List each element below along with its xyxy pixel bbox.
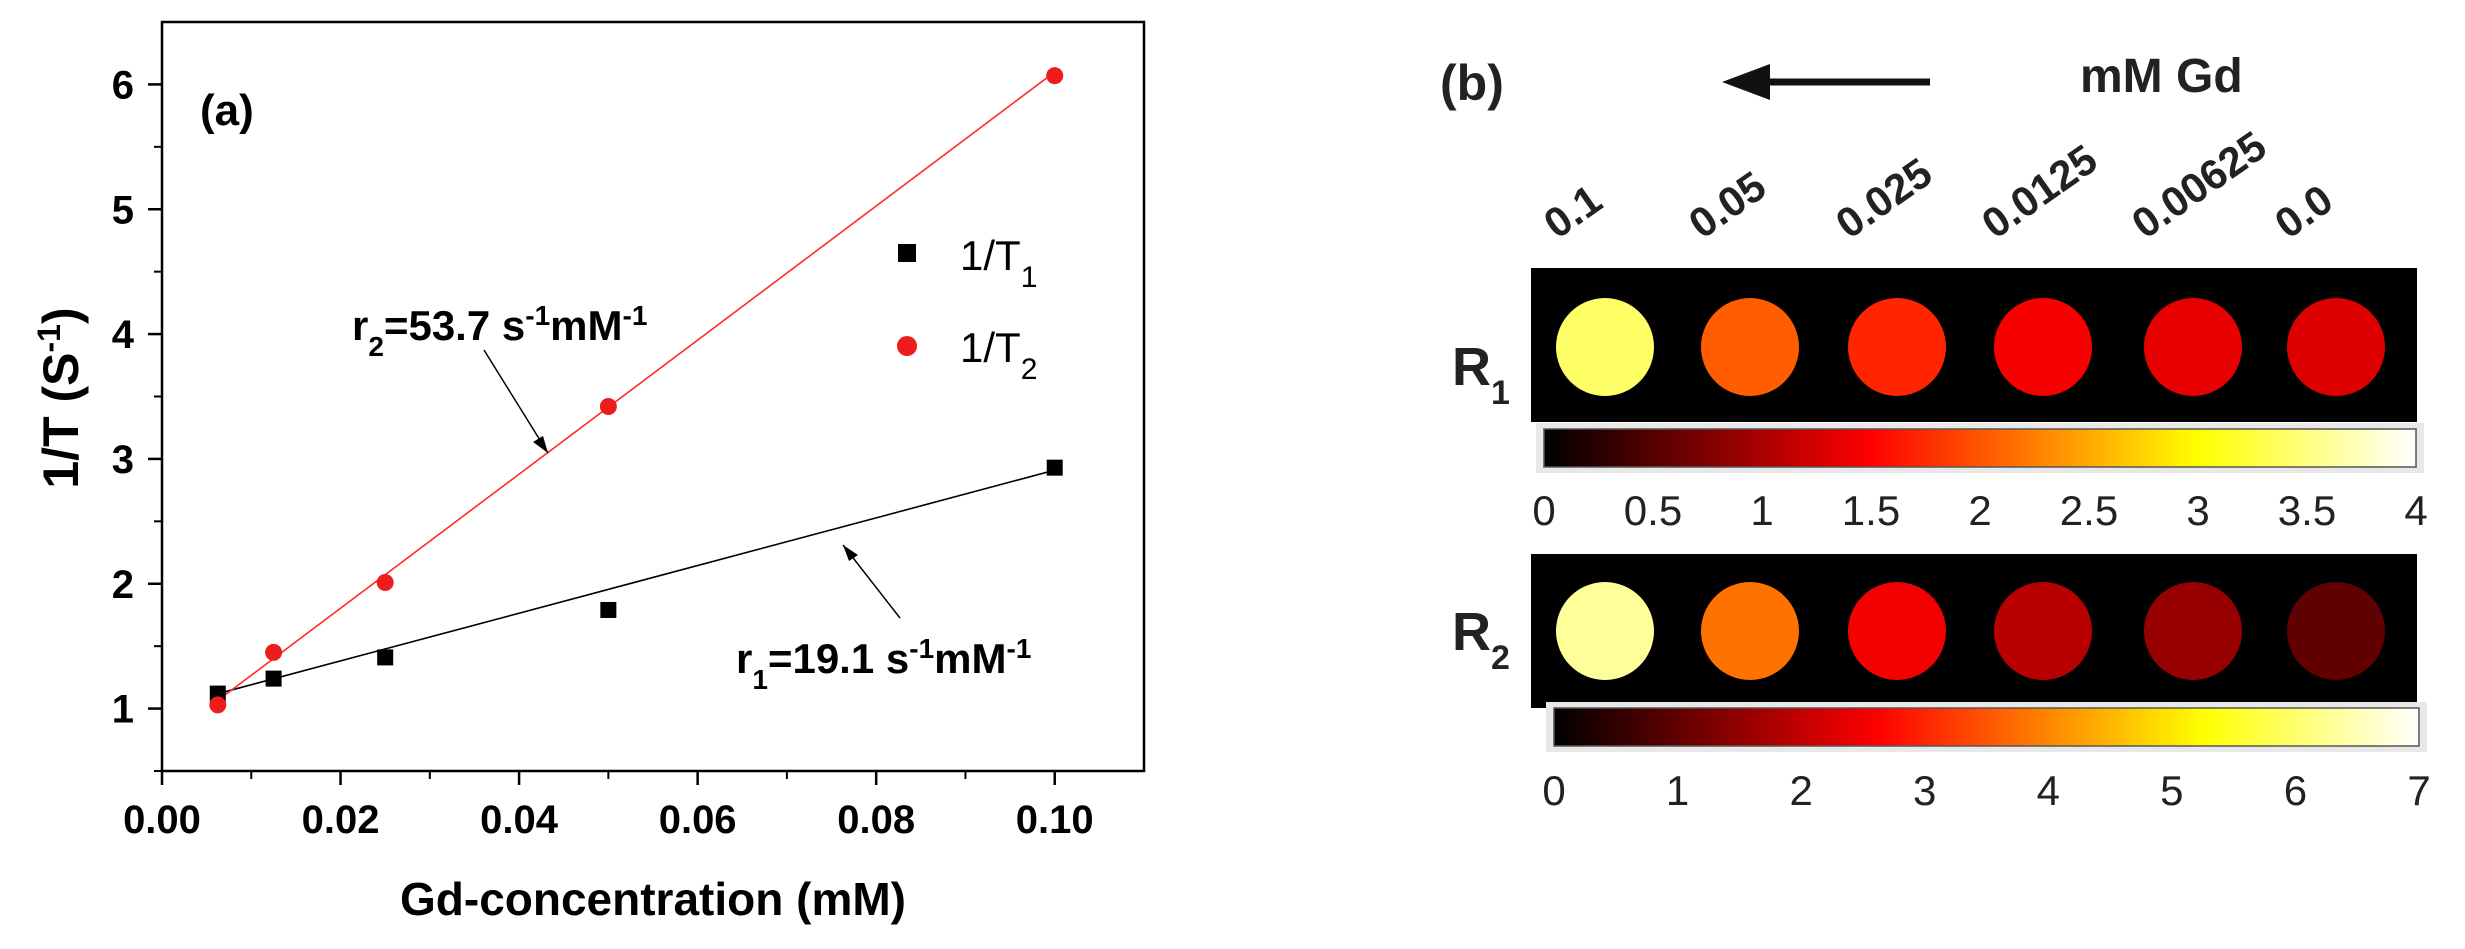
colorbar: [1553, 707, 2420, 747]
legend: 1/T1 1/T2: [897, 232, 1037, 386]
data-point-t2: [209, 696, 227, 714]
data-point-t1: [265, 670, 282, 687]
heatmap-rows: 0 0.5 1 1.5 2 2.5 3 3.5 4 0 1 2 3 4 5 6 7: [1531, 268, 2431, 814]
row-label-r2: R2: [1452, 602, 1510, 677]
annotation-r2-arrow: [483, 349, 549, 454]
phantom-spot: [1701, 582, 1799, 680]
panel-b-label: (b): [1440, 55, 1504, 111]
panel-a-label: (a): [200, 86, 254, 135]
data-point-t1: [600, 601, 617, 618]
colorbar-tick-label: 0.5: [1624, 487, 1682, 534]
x-tick-label: 0.06: [659, 798, 737, 842]
row-label-r1: R1: [1452, 337, 1510, 412]
colorbar-tick-label: 4: [2037, 767, 2060, 814]
x-axis-label: Gd-concentration (mM): [400, 873, 906, 925]
colorbar-tick-label: 3: [2186, 487, 2209, 534]
y-tick-label: 3: [112, 438, 134, 482]
x-axis: 0.00 0.02 0.04 0.06 0.08 0.10: [123, 771, 1094, 842]
legend-marker-t1: [898, 244, 916, 262]
colorbar-tick-label: 0: [1542, 767, 1565, 814]
concentration-label: 0.00625: [2123, 122, 2274, 248]
fit-lines: [217, 71, 1056, 702]
phantom-spot: [1848, 298, 1946, 396]
y-tick-label: 2: [112, 563, 134, 607]
concentration-label: 0.0: [2266, 175, 2341, 247]
data-point-t1: [377, 649, 394, 666]
y-tick-label: 6: [112, 63, 134, 107]
phantom-spot: [1994, 298, 2092, 396]
phantom-spot: [1701, 298, 1799, 396]
x-tick-label: 0.04: [480, 798, 559, 842]
annotation-r1-arrowhead: [843, 545, 858, 561]
unit-label: mM Gd: [2080, 50, 2243, 103]
phantom-spot: [1556, 298, 1654, 396]
colorbar-tick-label: 2.5: [2060, 487, 2118, 534]
colorbar-tick-label: 3.5: [2278, 487, 2336, 534]
colorbar-tick-label: 0: [1532, 487, 1555, 534]
concentration-label: 0.1: [1535, 175, 1610, 247]
data-point-t2: [1046, 67, 1064, 85]
annotation-r2-arrowhead: [533, 436, 548, 453]
phantom-spot: [1994, 582, 2092, 680]
data-point-t1: [1046, 459, 1063, 476]
data-point-t2: [599, 397, 617, 415]
colorbar-tick-label: 1: [1750, 487, 1773, 534]
fit-line-1-t2: [217, 71, 1056, 702]
x-tick-label: 0.00: [123, 798, 201, 842]
data-points: [209, 67, 1064, 714]
fit-line-1-t1: [217, 469, 1055, 695]
colorbar-tick-label: 2: [1789, 767, 1812, 814]
colorbar: [1543, 428, 2417, 468]
legend-label-t2: 1/T2: [960, 324, 1037, 386]
annotation-r1: r1=19.1 s-1mM-1: [736, 633, 1031, 695]
annotation-r2: r2=53.7 s-1mM-1: [352, 300, 647, 362]
y-axis-label: 1/T (S-1): [31, 307, 89, 488]
concentration-label: 0.025: [1827, 149, 1940, 248]
phantom-spot: [1848, 582, 1946, 680]
phantom-strip: [1531, 554, 2417, 708]
concentration-label: 0.05: [1680, 162, 1774, 247]
colorbar-tick-label: 1.5: [1842, 487, 1900, 534]
y-tick-label: 5: [112, 188, 134, 232]
phantom-spot: [2287, 298, 2385, 396]
concentration-label: 0.0125: [1973, 135, 2105, 247]
panel-a: (a) 0.00 0.02 0.04 0.06 0.08 0.10 1 2 3 4 5 6 Gd-c…: [31, 20, 1146, 925]
phantom-strip: [1531, 268, 2417, 422]
phantom-spot: [2287, 582, 2385, 680]
colorbar-tick-label: 5: [2160, 767, 2183, 814]
phantom-spot: [2144, 298, 2242, 396]
colorbar-tick-label: 3: [1913, 767, 1936, 814]
colorbar-tick-label: 7: [2407, 767, 2430, 814]
data-point-t2: [265, 643, 283, 661]
x-tick-label: 0.10: [1016, 798, 1094, 842]
x-tick-label: 0.02: [302, 798, 380, 842]
legend-label-t1: 1/T1: [960, 232, 1037, 294]
y-tick-label: 1: [112, 688, 134, 732]
data-point-t2: [376, 574, 394, 592]
y-axis: 1 2 3 4 5 6: [112, 63, 162, 772]
colorbar-tick-label: 6: [2284, 767, 2307, 814]
y-tick-label: 4: [112, 313, 135, 357]
colorbar-tick-label: 4: [2404, 487, 2427, 534]
phantom-spot: [2144, 582, 2242, 680]
colorbar-tick-label: 2: [1968, 487, 1991, 534]
direction-arrowhead: [1722, 64, 1770, 100]
phantom-spot: [1556, 582, 1654, 680]
legend-marker-t2: [897, 336, 917, 356]
colorbar-tick-label: 1: [1666, 767, 1689, 814]
x-tick-label: 0.08: [837, 798, 915, 842]
